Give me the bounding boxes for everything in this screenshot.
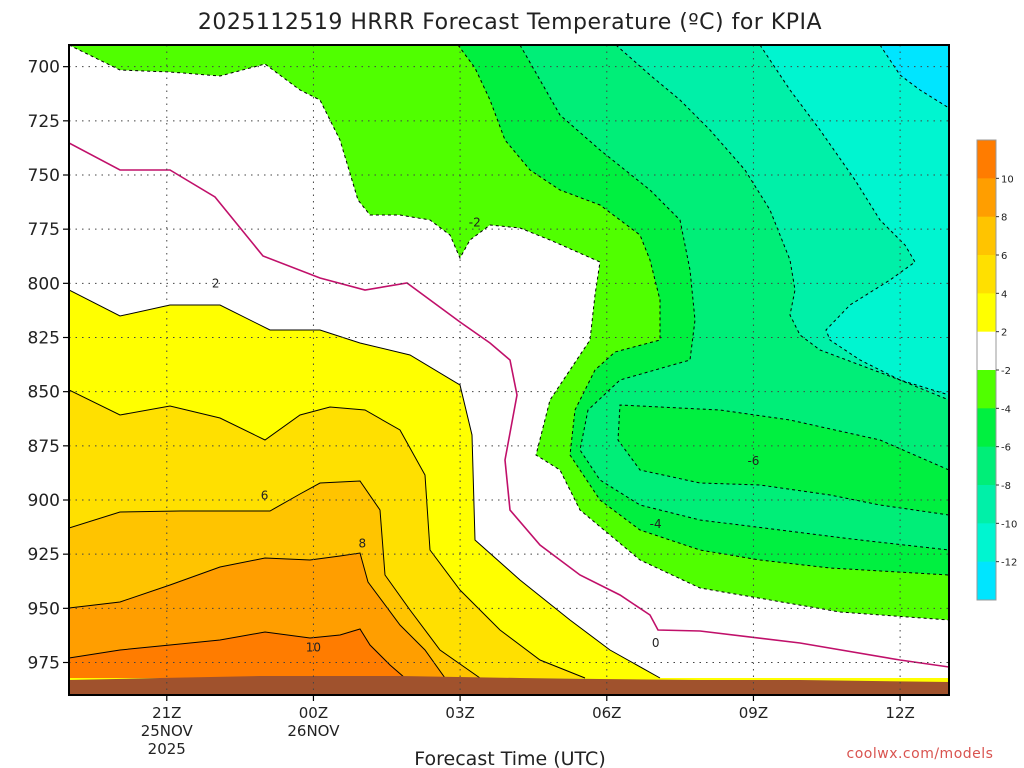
colorbar-segment [977, 446, 996, 486]
colorbar-label: -8 [1001, 481, 1011, 492]
x-tick-label: 00Z [299, 704, 328, 722]
contour-label: 0 [652, 636, 660, 650]
colorbar: -12 -10 -8 -6 -4 -2 2 4 6 8 10 [976, 139, 1017, 601]
y-tick-label: 950 [28, 599, 60, 619]
colorbar-segment [977, 293, 996, 333]
colorbar-label: 10 [1001, 174, 1014, 185]
contour-label: -4 [650, 517, 662, 531]
credit-text: coolwx.com/models [847, 746, 994, 762]
fill-band-minus12-minus14 [880, 45, 949, 108]
colorbar-label: 8 [1001, 213, 1007, 224]
y-tick-label: 800 [28, 274, 60, 294]
y-tick-label: 900 [28, 491, 60, 511]
x-date-label: 26NOV [287, 722, 340, 740]
warm-contour-lines [69, 289, 661, 679]
colorbar-label: 6 [1001, 251, 1007, 262]
x-tick-label: 03Z [445, 704, 474, 722]
y-tick-label: 975 [28, 654, 60, 674]
colorbar-segment [977, 408, 996, 448]
x-tick-label: 12Z [885, 704, 914, 722]
colorbar-segment [977, 485, 996, 524]
y-tick-label: 825 [28, 329, 60, 349]
colorbar-segment [977, 255, 996, 294]
colorbar-segment [977, 178, 996, 218]
y-tick-label: 700 [28, 58, 60, 78]
contour-label: 2 [212, 276, 220, 290]
grid-lines [69, 45, 949, 695]
colorbar-segment [977, 561, 996, 601]
colorbar-label: -6 [1001, 443, 1011, 454]
colorbar-label: -4 [1001, 404, 1011, 415]
cold-contour-lines [69, 45, 949, 621]
colorbar-label: -10 [1001, 519, 1017, 530]
contour-label: -2 [469, 216, 481, 230]
y-tick-label: 725 [28, 112, 60, 132]
fill-band-minus10-minus12 [760, 45, 949, 395]
y-axis: 700 725 750 775 800 825 850 875 900 925 950 975 [28, 58, 69, 674]
x-date-label: 25NOV [141, 722, 194, 740]
colorbar-segment [977, 216, 996, 256]
y-tick-label: 925 [28, 545, 60, 565]
x-axis-label: Forecast Time (UTC) [414, 748, 605, 768]
y-tick-label: 850 [28, 383, 60, 403]
contour-label: 6 [261, 489, 269, 503]
colorbar-label: -12 [1001, 558, 1017, 569]
colorbar-label: 4 [1001, 289, 1007, 300]
contour-label: 10 [306, 640, 321, 654]
colorbar-segment [977, 331, 996, 371]
x-tick-label: 06Z [592, 704, 621, 722]
chart-title: 2025112519 HRRR Forecast Temperature (ºC… [198, 10, 822, 35]
contour-zero-isotherm-line [69, 142, 949, 668]
plot-frame [68, 44, 950, 696]
y-tick-label: 775 [28, 220, 60, 240]
contour-labels: -2 2 6 8 10 0 -4 -6 [212, 216, 760, 655]
colorbar-segment [977, 370, 996, 409]
contour-label: -6 [747, 454, 759, 468]
temperature-fill-layer: -2 2 6 8 10 0 -4 -6 [69, 45, 949, 695]
colorbar-label: -2 [1001, 366, 1011, 377]
x-tick-label: 09Z [739, 704, 768, 722]
x-year-label: 2025 [148, 740, 186, 758]
x-tick-label: 21Z [152, 704, 181, 722]
colorbar-segment [977, 523, 996, 563]
ground-terrain [69, 676, 949, 695]
colorbar-segment [977, 140, 996, 179]
contour-label: 8 [359, 536, 367, 550]
colorbar-label: 2 [1001, 328, 1007, 339]
y-tick-label: 875 [28, 437, 60, 457]
y-tick-label: 750 [28, 166, 60, 186]
fill-band-10-12 [69, 629, 405, 678]
